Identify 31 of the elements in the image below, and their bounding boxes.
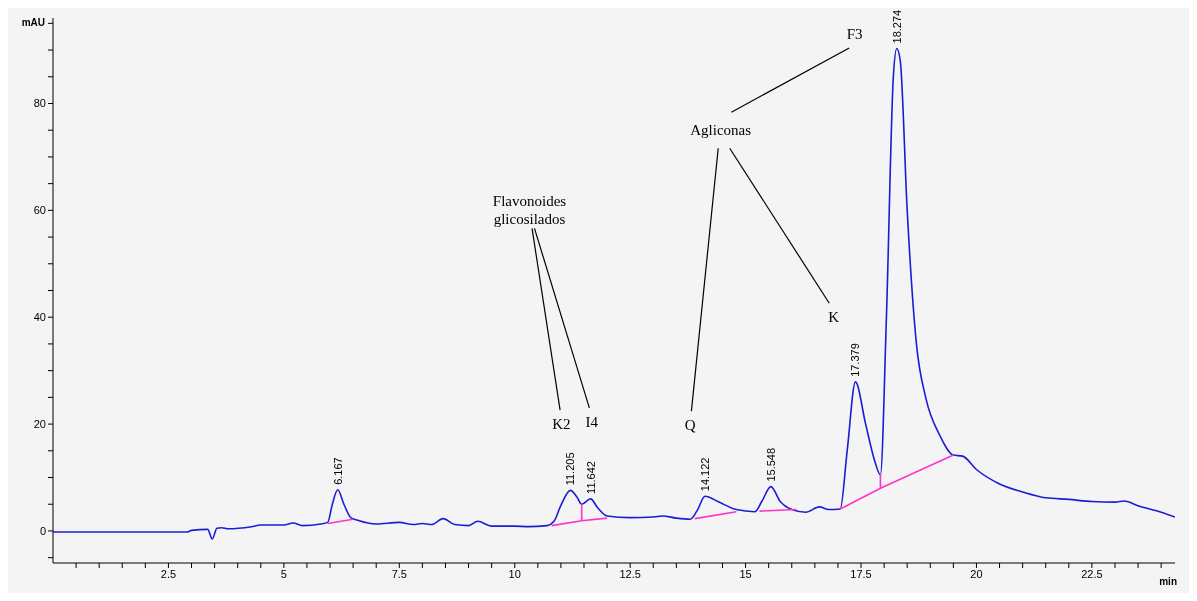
x-tick-label: 22.5 [1081,567,1103,580]
x-tick-label: 12.5 [619,567,641,580]
x-tick-label: 5 [280,567,287,580]
annotation: 11.205 [564,452,577,486]
annotation: I4 [585,413,599,430]
annotation: 18.274 [890,9,903,44]
x-tick-label: 17.5 [850,567,872,580]
annotation: Q [684,417,696,434]
annotation: 17.379 [849,343,862,377]
annotation: 14.122 [699,457,712,492]
x-tick-label: 2.5 [160,567,177,580]
annotation: F3 [846,26,863,43]
x-tick-label: 20 [970,567,983,580]
y-tick-label: 40 [33,311,46,324]
y-tick-label: 60 [33,204,46,217]
x-tick-label: 15 [739,567,752,580]
annotation: 15.548 [764,447,777,482]
annotation: K2 [552,416,571,433]
y-axis-title: mAU [21,17,45,28]
annotation: Agliconas [690,122,752,139]
annotation: Flavonoides glicosilados [492,193,567,228]
x-tick-label: 10 [508,567,521,580]
annotation: 11.642 [584,461,597,494]
y-tick-label: 0 [39,524,46,537]
x-tick-label: 7.5 [391,567,407,580]
y-tick-label: 80 [33,97,46,110]
annotation: 6.167 [331,457,344,485]
line-series [53,47,1175,540]
annotation: K [828,309,840,326]
y-tick-label: 20 [33,417,46,430]
x-axis-title: min [1159,576,1177,587]
